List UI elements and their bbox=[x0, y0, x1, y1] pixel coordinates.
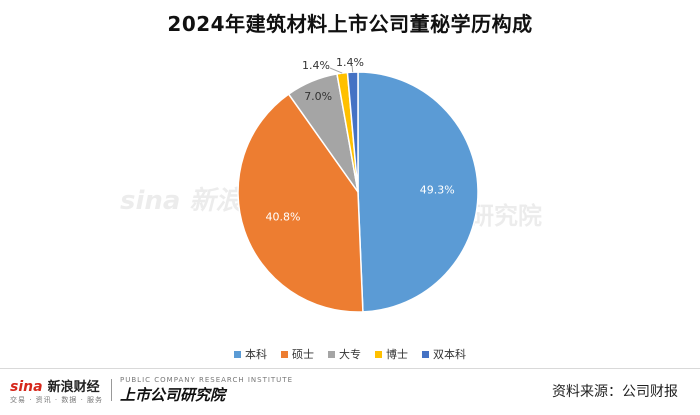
brand-separator bbox=[111, 379, 113, 401]
legend-item-0: 本科 bbox=[234, 346, 267, 362]
pie-slice-1 bbox=[237, 93, 364, 313]
legend-label-1: 硕士 bbox=[292, 348, 314, 361]
brand-block: sina 新浪财经 交易 · 资讯 · 数据 · 服务 PUBLIC COMPA… bbox=[10, 375, 293, 405]
sina-brand: sina 新浪财经 交易 · 资讯 · 数据 · 服务 bbox=[10, 376, 103, 405]
data-label-0: 49.3% bbox=[420, 183, 455, 196]
legend-swatch-0 bbox=[234, 350, 241, 358]
watermark-right: 研究院 bbox=[470, 202, 542, 230]
watermark-left: sina 新浪 bbox=[120, 186, 242, 216]
data-label-3: 1.4% bbox=[302, 59, 330, 72]
institute-en: PUBLIC COMPANY RESEARCH INSTITUTE bbox=[120, 375, 294, 384]
data-label-2: 7.0% bbox=[304, 90, 332, 103]
legend-label-4: 双本科 bbox=[433, 348, 466, 361]
data-label-1: 40.8% bbox=[266, 211, 301, 224]
source-note: 资料来源：公司财报 bbox=[552, 384, 678, 400]
chart-title: 2024年建筑材料上市公司董秘学历构成 bbox=[167, 12, 533, 36]
legend-swatch-2 bbox=[328, 350, 335, 358]
legend-swatch-4 bbox=[422, 350, 429, 358]
sina-name: 新浪财经 bbox=[47, 379, 100, 395]
sina-logo: sina bbox=[10, 378, 43, 395]
leader-line-4 bbox=[351, 64, 354, 73]
legend-swatch-3 bbox=[375, 350, 382, 358]
institute-name: 上市公司研究院 bbox=[120, 385, 226, 404]
pie-chart: 49.3% 40.8% 7.0% 1.4% 1.4% bbox=[237, 56, 479, 313]
legend-item-3: 博士 bbox=[375, 346, 408, 362]
legend-item-1: 硕士 bbox=[281, 346, 314, 362]
footer-divider bbox=[0, 368, 700, 369]
sina-tagline: 交易 · 资讯 · 数据 · 服务 bbox=[10, 395, 104, 404]
legend-item-2: 大专 bbox=[328, 346, 361, 362]
chart-legend: 本科 硕士 大专 博士 双本科 bbox=[0, 346, 700, 362]
data-label-4: 1.4% bbox=[336, 56, 364, 69]
institute-brand: PUBLIC COMPANY RESEARCH INSTITUTE 上市公司研究… bbox=[120, 376, 293, 405]
legend-swatch-1 bbox=[281, 350, 288, 358]
legend-label-0: 本科 bbox=[245, 348, 267, 361]
legend-item-4: 双本科 bbox=[422, 346, 466, 362]
leader-line-3 bbox=[329, 67, 343, 74]
pie-slice-0 bbox=[357, 71, 479, 313]
legend-label-2: 大专 bbox=[339, 348, 361, 361]
legend-label-3: 博士 bbox=[386, 348, 408, 361]
